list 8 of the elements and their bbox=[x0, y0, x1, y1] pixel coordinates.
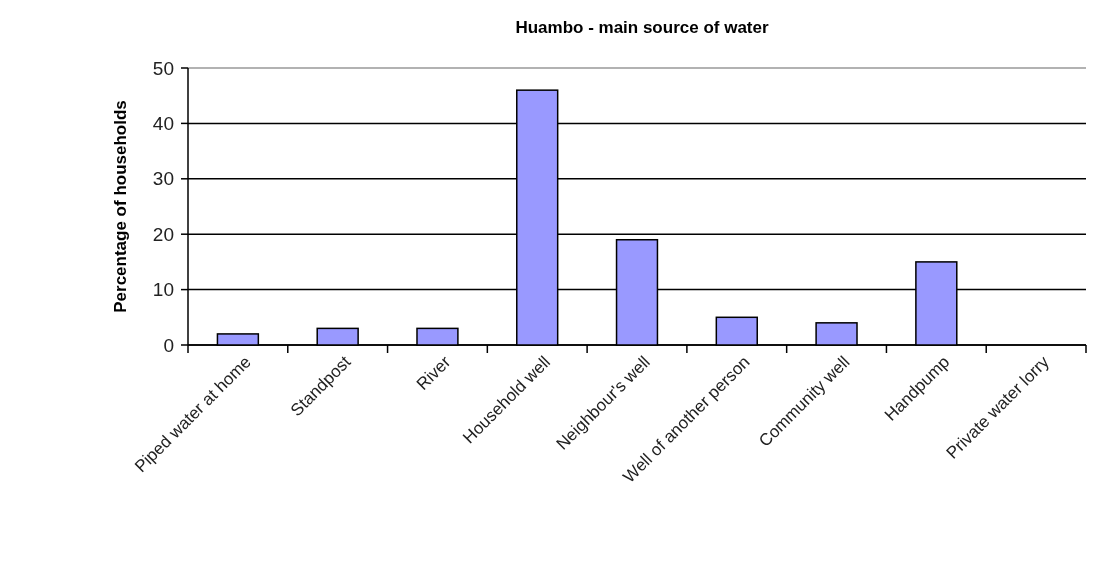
y-tick-label: 40 bbox=[152, 113, 174, 135]
y-tick-label: 30 bbox=[152, 168, 174, 190]
y-tick-label: 50 bbox=[152, 57, 174, 79]
y-tick-label: 0 bbox=[163, 334, 174, 356]
y-tick-label: 20 bbox=[152, 223, 174, 245]
y-axis-title: Percentage of households bbox=[111, 100, 130, 313]
y-tick-label: 10 bbox=[152, 279, 174, 301]
chart-title: Huambo - main source of water bbox=[515, 18, 769, 37]
